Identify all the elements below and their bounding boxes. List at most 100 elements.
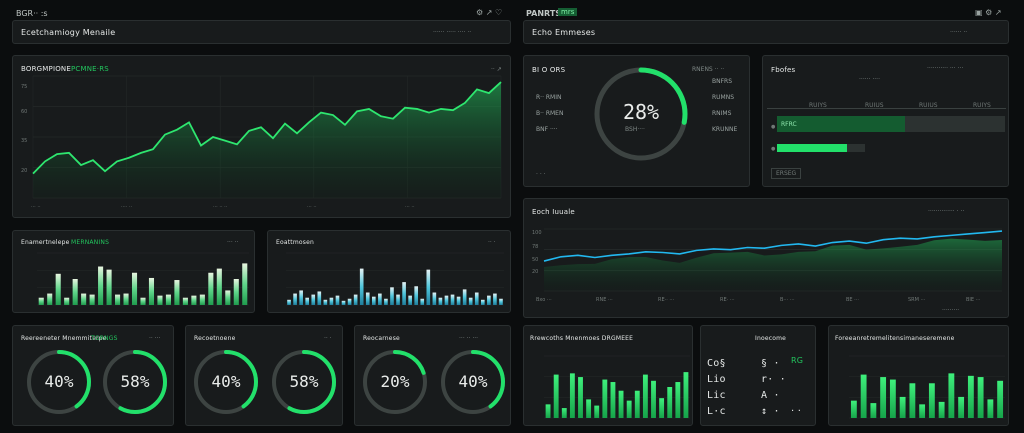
bottom-bars-right-title: Foreeanretremelitensimaneseremene xyxy=(835,335,955,342)
bar xyxy=(450,294,455,305)
bar xyxy=(208,272,214,305)
bar xyxy=(468,297,473,305)
bar xyxy=(182,297,188,305)
progress-meta[interactable]: ··········· ··· ··· xyxy=(927,65,964,72)
bar xyxy=(311,294,316,305)
bar xyxy=(683,372,689,418)
area-fill xyxy=(33,82,501,198)
bar xyxy=(880,377,887,418)
bar xyxy=(293,293,297,305)
line-xtick: BIE ··· xyxy=(966,297,981,303)
line-ytick: 50 xyxy=(532,257,539,263)
bar xyxy=(242,263,248,305)
bar xyxy=(870,403,877,418)
progress-bullet: ● xyxy=(771,146,776,152)
progress-col: RUIYS xyxy=(973,102,991,109)
bar xyxy=(317,291,322,305)
main-area-title-accent: PCMNE·RS xyxy=(71,65,109,73)
main-area-ytick: 75 xyxy=(21,84,28,90)
bar xyxy=(634,390,640,418)
progress-title: Fbofes xyxy=(771,66,796,74)
main-gauge-right-top: RNENS ·· ·· xyxy=(692,66,725,73)
line-xtick: B··· ··· xyxy=(780,297,795,303)
main-gauge-left-row: BNF ···· xyxy=(536,126,558,133)
progress-footer[interactable]: ERSEG xyxy=(771,168,802,179)
gauge-panel-1-title: Reereeneter Mnemmiterpe xyxy=(21,335,107,342)
progress-divider xyxy=(767,108,1006,109)
bar-panel-1: Enamertnelepe MERNANINS ··· ·· xyxy=(12,230,255,313)
bar-panel-2-meta[interactable]: ·· · xyxy=(488,239,496,246)
bar xyxy=(967,375,974,418)
bar xyxy=(426,269,431,305)
bottom-bars-right-panel: Foreeanretremelitensimaneseremene xyxy=(828,325,1009,426)
header-left-meta[interactable]: ······ ····· ···· ·· xyxy=(433,29,472,36)
main-area-xtick: ··· ·· xyxy=(307,204,317,210)
bar xyxy=(396,294,400,305)
gauge-panel-3: Reocarnese ··· ·· ··· 20% 40% xyxy=(354,325,511,426)
gauge-panel-3-rings xyxy=(363,350,505,414)
top-right-icons[interactable]: ▣ ⚙ ↗ xyxy=(975,8,1002,17)
bar xyxy=(561,408,567,418)
bar xyxy=(909,383,916,418)
gauge-panel-1-meta[interactable]: ·· ··· xyxy=(149,335,161,342)
top-right-badge: mrs xyxy=(558,8,578,16)
line-ytick: 78 xyxy=(532,244,539,250)
bar xyxy=(89,294,95,305)
line-panel: Eoch Iuuale ·············· · ·· 100 78 5… xyxy=(523,198,1009,318)
main-gauge-right-row: BNFRS xyxy=(712,78,733,85)
progress-panel: Fbofes ··········· ··· ··· ······ ···· R… xyxy=(762,55,1009,187)
bar xyxy=(642,374,648,418)
main-gauge-value: 28% xyxy=(622,100,660,124)
bar xyxy=(157,295,163,305)
bar xyxy=(474,292,479,305)
line-meta[interactable]: ·············· · ·· xyxy=(928,208,965,215)
bar xyxy=(659,398,665,418)
bar xyxy=(569,373,575,418)
bar xyxy=(414,286,419,305)
bar xyxy=(323,299,328,305)
main-area-menu[interactable]: ·· ↗ xyxy=(491,66,502,73)
top-right-label: PANRTS xyxy=(526,9,562,18)
main-gauge-sub: BSH···· xyxy=(625,126,645,133)
gauge-panel-2-meta[interactable]: ·· · xyxy=(324,335,332,342)
progress-sub: ······ ···· xyxy=(859,76,880,83)
top-left-icons[interactable]: ⚙ ↗ ♡ xyxy=(476,8,503,17)
bar xyxy=(329,297,334,305)
main-area-xtick: ··· ·· xyxy=(31,204,41,210)
progress-fill-1 xyxy=(777,116,905,132)
bar xyxy=(353,294,358,305)
gauge-panel-1-rings xyxy=(27,350,167,414)
bar xyxy=(456,296,461,305)
bar xyxy=(165,294,171,305)
gauge-panel-3-meta[interactable]: ··· ·· ··· xyxy=(459,335,479,342)
main-area-ytick: 60 xyxy=(21,109,28,115)
bar xyxy=(586,399,592,418)
bottom-bars-left-panel: Rrewcoths Mnenmoes DRGMEEE xyxy=(523,325,693,426)
gauge-panel-3-title: Reocarnese xyxy=(363,335,400,342)
progress-col: RUIUS xyxy=(919,102,938,109)
bar xyxy=(997,380,1004,418)
bar-panel-1-meta[interactable]: ··· ·· xyxy=(227,239,239,246)
bar xyxy=(115,294,121,305)
header-right-meta[interactable]: ······ ·· xyxy=(950,29,968,36)
bar-panel-2-chart xyxy=(286,252,504,306)
bar xyxy=(618,390,624,418)
bar xyxy=(919,404,926,418)
bar xyxy=(578,377,583,418)
bar-panel-2-title: Eoattmosen xyxy=(276,239,314,246)
line-xtick: BE ··· xyxy=(846,297,859,303)
bar xyxy=(938,401,945,418)
bar xyxy=(444,295,449,305)
bottom-mid-panel: Inoecome Co§ Lio Lic L·c § · r· · A · ↕ … xyxy=(700,325,816,426)
bar xyxy=(860,374,867,418)
bar xyxy=(987,399,994,418)
bar xyxy=(899,396,906,418)
bar xyxy=(408,295,412,305)
gauge-arc xyxy=(103,350,167,414)
bar xyxy=(384,298,388,305)
bar-panel-1-title: Enamertnelepe xyxy=(21,239,70,246)
bar xyxy=(889,379,896,418)
bottom-mid-right-row: r· · xyxy=(761,374,786,385)
bar xyxy=(287,299,291,305)
main-gauge-right-row: RUMNS xyxy=(712,94,735,101)
